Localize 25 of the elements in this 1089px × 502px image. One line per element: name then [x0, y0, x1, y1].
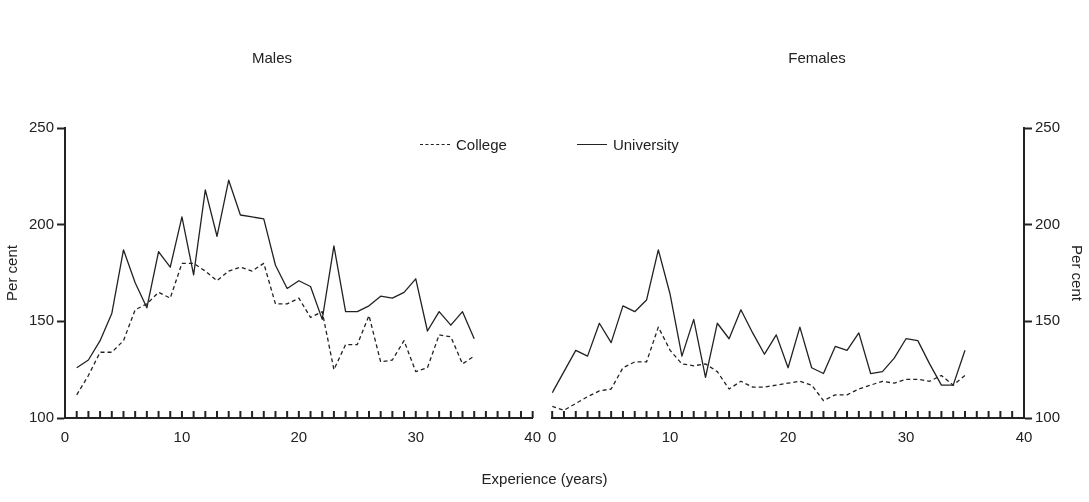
- y-tick-label: 200: [29, 214, 55, 232]
- y-axis-title: Per cent: [3, 244, 21, 301]
- y2-tick-label: 200: [1034, 214, 1060, 232]
- x-tick-label: 30: [407, 428, 425, 446]
- x-tick-label: 20: [290, 428, 308, 446]
- y-tick-label: 100: [29, 408, 55, 426]
- x-tick-label: 0: [548, 428, 557, 446]
- legend-label: University: [612, 136, 679, 153]
- chart-title: Females: [788, 49, 846, 67]
- y-tick-label: 150: [29, 311, 55, 329]
- x-tick-label: 40: [524, 428, 541, 446]
- x-tick-label: 20: [779, 428, 797, 446]
- x-axis-title: Experience (years): [480, 470, 609, 487]
- x-tick-label: 40: [1015, 428, 1033, 446]
- x-tick-label: 0: [60, 428, 70, 446]
- legend-label: College: [456, 136, 507, 153]
- x-tick-label: 10: [661, 428, 679, 446]
- y-tick-label: 250: [29, 118, 55, 136]
- y2-tick-label: 250: [1034, 118, 1060, 136]
- y2-tick-label: 100: [1034, 408, 1060, 426]
- x-tick-label: 30: [897, 428, 915, 446]
- y2-tick-label: 150: [1034, 311, 1060, 329]
- chart-title: Males: [251, 49, 293, 67]
- y2-axis-title: Per cent: [1068, 245, 1086, 302]
- x-tick-label: 10: [173, 428, 191, 446]
